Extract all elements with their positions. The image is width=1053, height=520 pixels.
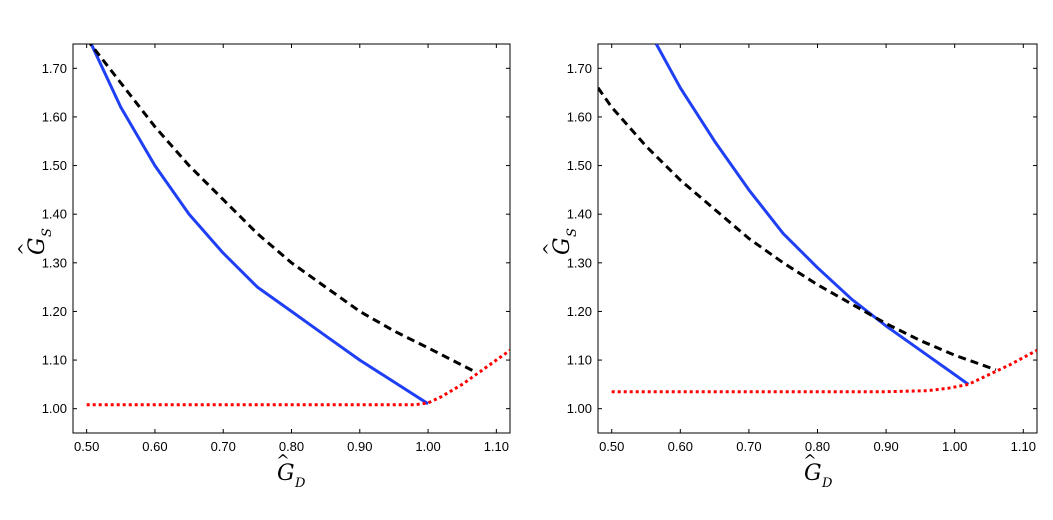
y-tick-label: 1.40 [42, 207, 67, 222]
y-axis-label: G^ S [15, 228, 55, 256]
x-tick-label: 0.90 [873, 439, 898, 454]
series-line-red-dotted [611, 348, 1037, 394]
x-tick-label: 0.60 [668, 439, 693, 454]
y-tick-label: 1.00 [42, 401, 67, 416]
x-axis-label-hat: ^ [803, 451, 816, 470]
y-tick-label: 1.50 [42, 158, 67, 173]
plot-frame [72, 43, 511, 434]
x-tick-label: 1.00 [942, 439, 967, 454]
series-line-black-dashed [598, 86, 997, 372]
y-tick-label: 1.50 [567, 158, 592, 173]
y-tick-label: 1.60 [567, 109, 592, 124]
y-tick-label: 1.40 [567, 207, 592, 222]
x-axis-label-subscript: D [821, 476, 833, 491]
series-line-solid-blue [89, 44, 429, 406]
right-chart-panel: 0.50 0.60 0.70 0.80 0.90 1.00 1.10 1.00 1.10 1.20… [540, 43, 1038, 491]
y-tick-label: 1.30 [567, 255, 592, 270]
y-tick-label: 1.60 [42, 109, 67, 124]
series-line-black-dashed [88, 44, 477, 374]
x-tick-label: 0.80 [805, 439, 830, 454]
x-tick-label: 0.70 [736, 439, 761, 454]
left-chart-panel: 0.50 0.60 0.70 0.80 0.90 1.00 1.10 1.00 1.10 1.20… [15, 43, 511, 491]
x-axis-label-hat: ^ [276, 451, 289, 470]
plot-frame [597, 43, 1038, 434]
y-tick-label: 1.70 [42, 61, 67, 76]
x-axis-label: G^ D [803, 451, 833, 491]
x-tick-label: 1.10 [484, 439, 509, 454]
x-axis-label-main: G [804, 461, 822, 486]
x-tick-label: 0.50 [74, 439, 99, 454]
y-tick-label: 1.70 [567, 61, 592, 76]
x-tick-label: 1.00 [415, 439, 440, 454]
x-tick-label: 1.10 [1011, 439, 1036, 454]
y-axis-label-hat: ^ [540, 242, 559, 255]
x-tick-label: 0.60 [142, 439, 167, 454]
y-axis-label-subscript: S [565, 228, 580, 237]
y-axis-label-hat: ^ [15, 242, 34, 255]
x-axis-label: G^ D [276, 451, 306, 491]
y-tick-label: 1.20 [42, 304, 67, 319]
y-axis-label-main: G [25, 237, 50, 255]
y-tick-label: 1.00 [567, 401, 592, 416]
y-axis-label-main: G [550, 237, 575, 255]
y-tick-label: 1.10 [42, 353, 67, 368]
y-axis-label-subscript: S [40, 228, 55, 237]
y-tick-label: 1.20 [567, 304, 592, 319]
x-tick-label: 0.90 [347, 439, 372, 454]
y-tick-label: 1.10 [567, 353, 592, 368]
x-tick-label: 0.80 [279, 439, 304, 454]
series-line-solid-blue [654, 44, 970, 386]
x-axis-label-main: G [277, 461, 295, 486]
y-axis-label: G^ S [540, 228, 580, 256]
x-axis-label-subscript: D [294, 476, 306, 491]
x-tick-label: 0.70 [211, 439, 236, 454]
y-tick-label: 1.30 [42, 255, 67, 270]
x-tick-label: 0.50 [599, 439, 624, 454]
